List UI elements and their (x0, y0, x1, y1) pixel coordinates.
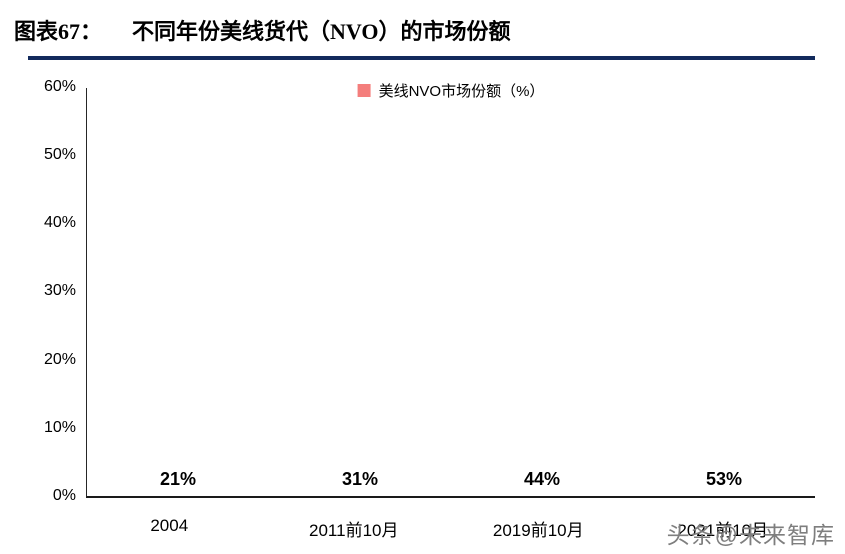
x-axis-category-label: 2021前10月 (677, 521, 769, 540)
figure-title: 不同年份美线货代（NVO）的市场份额 (132, 19, 511, 44)
y-axis-tick-label: 20% (43, 350, 76, 368)
x-axis-category-label: 2004 (150, 516, 189, 535)
title-line: 图表67： 不同年份美线货代（NVO）的市场份额 (14, 14, 829, 46)
bar-group: 53% (633, 469, 815, 496)
figure-number-label: 图表67： (14, 19, 103, 44)
y-axis-tick-label: 10% (43, 418, 76, 436)
bar-series: 21% 31% 44% 53% (87, 88, 815, 496)
y-axis-tick-label: 50% (43, 146, 76, 164)
x-axis-category-label: 2011前10月 (309, 521, 399, 540)
y-axis-tick-label: 30% (43, 282, 76, 300)
y-axis-tick-label: 40% (43, 214, 76, 232)
bar-value-label: 44% (523, 469, 561, 489)
bar-group: 44% (451, 469, 633, 496)
x-axis-category-label: 2019前10月 (492, 521, 584, 540)
bar-group: 21% (87, 469, 269, 496)
y-axis-tick-label: 0% (52, 486, 76, 504)
bar-value-label: 31% (341, 469, 379, 489)
bar-chart: 60% 50% 40% 30% 20% 10% 0% 美线NVO市场份额（%） 21% 31%… (14, 78, 815, 505)
title-underline-rule (28, 56, 815, 60)
bar-value-label: 53% (705, 469, 743, 489)
chart-legend: 美线NVO市场份额（%） (357, 80, 545, 101)
x-axis-category-labels: 2004 2011前10月 2019前10月 2021前10月 (77, 516, 815, 541)
plot-area: 美线NVO市场份额（%） 21% 31% 44% 53% (86, 83, 815, 498)
legend-color-swatch-icon (357, 84, 371, 97)
bar-value-label: 21% (159, 469, 197, 489)
bar-group: 31% (269, 469, 451, 496)
figure-header: 图表67： 不同年份美线货代（NVO）的市场份额 (0, 0, 845, 60)
y-axis-tick-label: 60% (43, 78, 76, 95)
y-axis-tick-labels: 60% 50% 40% 30% 20% 10% 0% (14, 78, 86, 505)
legend-series-label: 美线NVO市场份额（%） (378, 83, 545, 100)
